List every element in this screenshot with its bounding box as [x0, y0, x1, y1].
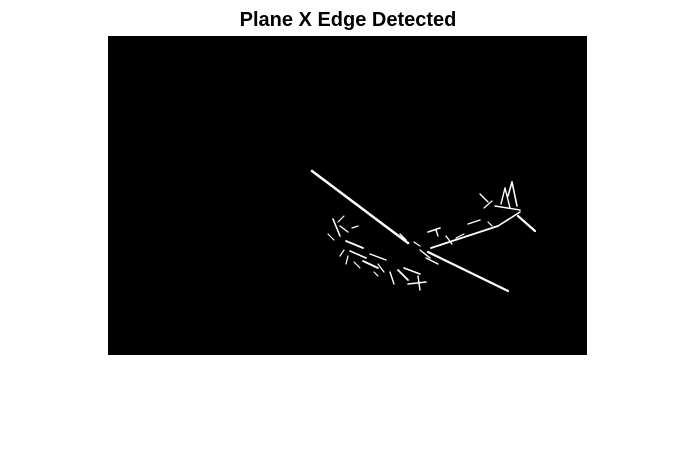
edge-line [345, 255, 349, 265]
edge-line [426, 250, 510, 293]
edge-line [417, 275, 421, 291]
edge-line [487, 221, 493, 227]
edge-line [397, 269, 409, 281]
edge-line [455, 233, 465, 239]
edge-detected-image [108, 36, 587, 355]
edge-line [425, 257, 439, 265]
edge-line [327, 233, 335, 241]
edge-line [500, 187, 506, 205]
edge-line [430, 225, 499, 249]
edge-line [413, 241, 421, 247]
edge-line [419, 249, 431, 259]
edge-line [504, 187, 511, 209]
edge-line [467, 219, 481, 225]
edge-line [389, 271, 395, 285]
edge-line [435, 229, 439, 237]
edge-line [399, 233, 407, 241]
edge-line [351, 225, 359, 229]
edge-line [507, 181, 513, 197]
edge-line [483, 200, 493, 209]
edge-line [403, 267, 421, 275]
edge-line [407, 281, 427, 285]
edge-line [497, 211, 521, 227]
edge-line [377, 263, 385, 273]
edge-line [427, 227, 441, 233]
plane-edges [310, 169, 537, 293]
edge-line [332, 218, 341, 237]
edge-line [445, 235, 453, 245]
edge-line [516, 214, 537, 233]
edge-line [362, 260, 379, 269]
edge-line [479, 193, 489, 203]
edge-line [339, 225, 349, 233]
edge-line [349, 250, 367, 259]
edge-line [494, 205, 521, 211]
edge-line [353, 261, 361, 269]
edge-line [339, 249, 345, 257]
edge-line [310, 169, 410, 245]
edge-line [511, 181, 518, 207]
edge-line [369, 253, 387, 261]
edge-line [345, 240, 364, 249]
figure-title: Plane X Edge Detected [239, 9, 457, 31]
edge-line [373, 271, 379, 277]
edge-map-svg [108, 36, 587, 355]
edge-line [337, 215, 345, 223]
